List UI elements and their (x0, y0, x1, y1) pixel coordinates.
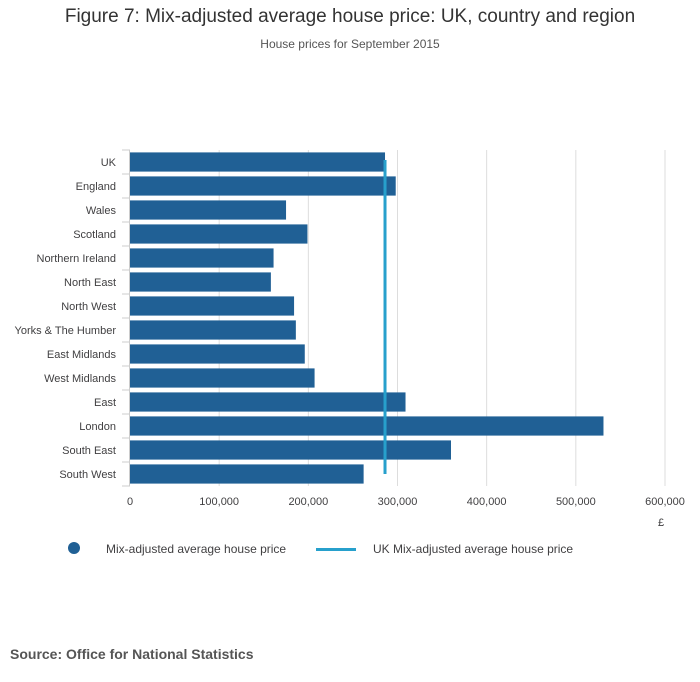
category-label: Scotland (73, 229, 116, 241)
source-note: Source: Office for National Statistics (10, 646, 254, 662)
bar (130, 320, 296, 340)
x-tick-label: 600,000 (645, 496, 685, 508)
category-label: Northern Ireland (37, 253, 117, 265)
category-label: South East (62, 445, 116, 457)
x-tick-label: 300,000 (378, 496, 418, 508)
category-label: UK (101, 157, 117, 169)
category-label: Yorks & The Humber (15, 325, 117, 337)
bar (130, 176, 396, 196)
bar (130, 416, 604, 436)
bar (130, 152, 386, 172)
category-label: West Midlands (44, 373, 116, 385)
category-label: East Midlands (47, 349, 117, 361)
bar (130, 200, 287, 220)
bar (130, 440, 451, 460)
legend-label-reference: UK Mix-adjusted average house price (373, 542, 574, 556)
bar-chart: UK England Wales Scotland Northern Ireland No… (15, 149, 685, 529)
bar (130, 272, 271, 292)
x-axis-unit-label: £ (658, 517, 664, 529)
category-label: North West (61, 301, 116, 313)
chart-subtitle: House prices for September 2015 (260, 37, 440, 51)
legend-line-icon (316, 548, 356, 551)
legend-dot-icon (68, 542, 80, 554)
x-tick-label: 200,000 (288, 496, 328, 508)
bar (130, 296, 295, 316)
bar (130, 224, 308, 244)
x-tick-label: 0 (127, 496, 133, 508)
bar (130, 368, 315, 388)
x-tick-label: 400,000 (467, 496, 507, 508)
category-label: England (76, 181, 116, 193)
category-label: London (79, 421, 116, 433)
category-label: South West (59, 469, 116, 481)
bars (130, 152, 604, 484)
bar (130, 344, 305, 364)
bar (130, 392, 406, 412)
x-tick-label: 100,000 (199, 496, 239, 508)
x-axis: 0 100,000 200,000 300,000 400,000 500,000 600,… (127, 496, 685, 508)
legend-label-bars: Mix-adjusted average house price (106, 542, 287, 556)
category-axis: UK England Wales Scotland Northern Ireland No… (15, 149, 130, 487)
category-label: North East (64, 277, 116, 289)
x-tick-label: 500,000 (556, 496, 596, 508)
bar (130, 248, 274, 268)
bar (130, 464, 364, 484)
chart-title: Figure 7: Mix-adjusted average house pri… (64, 6, 636, 27)
category-label: East (94, 397, 116, 409)
category-label: Wales (86, 205, 117, 217)
